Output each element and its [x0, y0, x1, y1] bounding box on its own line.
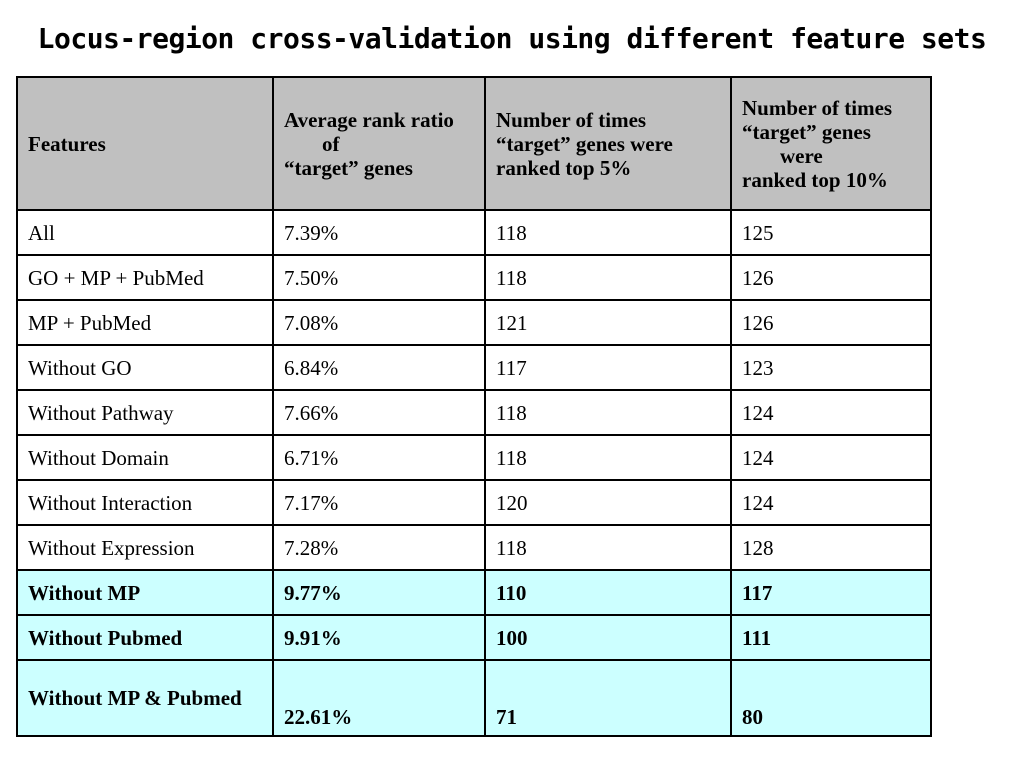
avg-rank-cell: 7.50%	[272, 254, 486, 301]
table-row: Without Interaction 7.17% 120 124	[16, 479, 932, 526]
results-table: Features Average rank ratio of “target” …	[16, 76, 932, 737]
top10-cell: 111	[730, 614, 932, 661]
feature-cell: GO + MP + PubMed	[16, 254, 274, 301]
top10-cell: 123	[730, 344, 932, 391]
table-row: Without Pathway 7.66% 118 124	[16, 389, 932, 436]
top10-cell: 126	[730, 299, 932, 346]
avg-rank-cell: 7.39%	[272, 209, 486, 256]
top5-cell: 118	[484, 389, 732, 436]
top10-cell: 124	[730, 479, 932, 526]
top5-cell: 100	[484, 614, 732, 661]
top10-cell: 128	[730, 524, 932, 571]
feature-cell: Without Pathway	[16, 389, 274, 436]
avg-rank-cell: 6.84%	[272, 344, 486, 391]
header-row: Features Average rank ratio of “target” …	[16, 76, 932, 211]
avg-rank-cell: 7.08%	[272, 299, 486, 346]
feature-cell: Without MP	[16, 569, 274, 616]
feature-cell: All	[16, 209, 274, 256]
avg-rank-cell: 9.91%	[272, 614, 486, 661]
avg-rank-cell: 6.71%	[272, 434, 486, 481]
top5-cell: 118	[484, 524, 732, 571]
avg-rank-cell: 7.66%	[272, 389, 486, 436]
top5-cell: 110	[484, 569, 732, 616]
feature-cell: Without Interaction	[16, 479, 274, 526]
top5-cell: 117	[484, 344, 732, 391]
header-top10: Number of times “target” genes were rank…	[730, 76, 932, 211]
table-row: Without Domain 6.71% 118 124	[16, 434, 932, 481]
table-row: Without GO 6.84% 117 123	[16, 344, 932, 391]
top5-cell: 121	[484, 299, 732, 346]
top10-cell: 124	[730, 389, 932, 436]
feature-cell: Without Pubmed	[16, 614, 274, 661]
top10-cell: 124	[730, 434, 932, 481]
avg-rank-cell: 7.17%	[272, 479, 486, 526]
table-row: MP + PubMed 7.08% 121 126	[16, 299, 932, 346]
top10-cell: 126	[730, 254, 932, 301]
table-row-highlighted: Without MP & Pubmed 22.61% 71 80	[16, 659, 932, 737]
feature-cell: Without Expression	[16, 524, 274, 571]
top5-cell: 118	[484, 254, 732, 301]
avg-rank-cell: 7.28%	[272, 524, 486, 571]
top10-cell: 125	[730, 209, 932, 256]
top5-cell: 120	[484, 479, 732, 526]
top5-cell: 118	[484, 434, 732, 481]
slide-title: Locus-region cross-validation using diff…	[37, 22, 987, 55]
feature-cell: Without GO	[16, 344, 274, 391]
table-row-highlighted: Without MP 9.77% 110 117	[16, 569, 932, 616]
table-row-highlighted: Without Pubmed 9.91% 100 111	[16, 614, 932, 661]
table-row: Without Expression 7.28% 118 128	[16, 524, 932, 571]
header-avg-rank: Average rank ratio of “target” genes	[272, 76, 486, 211]
top10-cell: 117	[730, 569, 932, 616]
avg-rank-cell: 22.61%	[272, 659, 486, 737]
header-features: Features	[16, 76, 274, 211]
top5-cell: 71	[484, 659, 732, 737]
header-top5: Number of times “target” genes were rank…	[484, 76, 732, 211]
top10-cell: 80	[730, 659, 932, 737]
feature-cell: Without Domain	[16, 434, 274, 481]
table-row: GO + MP + PubMed 7.50% 118 126	[16, 254, 932, 301]
avg-rank-cell: 9.77%	[272, 569, 486, 616]
table-row: All 7.39% 118 125	[16, 209, 932, 256]
feature-cell: Without MP & Pubmed	[16, 659, 274, 737]
top5-cell: 118	[484, 209, 732, 256]
feature-cell: MP + PubMed	[16, 299, 274, 346]
